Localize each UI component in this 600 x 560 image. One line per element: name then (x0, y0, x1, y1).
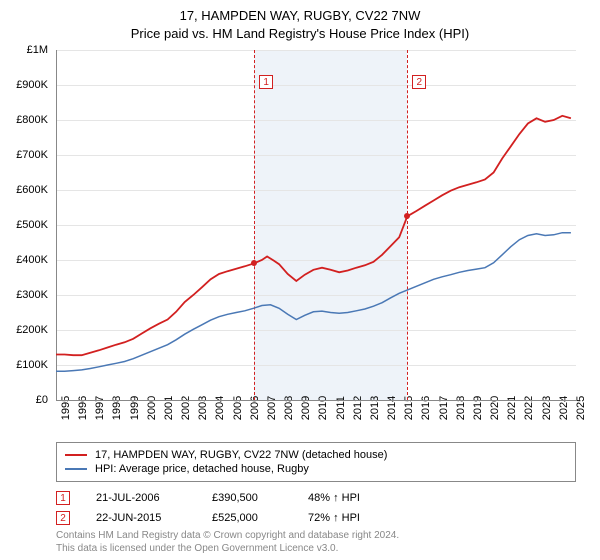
sale-date: 22-JUN-2015 (96, 512, 186, 524)
y-tick-label: £600K (0, 184, 48, 196)
sale-marker: 1 (56, 491, 70, 505)
sale-delta: 48% ↑ HPI (308, 492, 398, 504)
y-tick-label: £900K (0, 79, 48, 91)
y-tick-label: £1M (0, 44, 48, 56)
y-tick-label: £400K (0, 254, 48, 266)
series-line (56, 116, 571, 355)
y-tick-label: £300K (0, 289, 48, 301)
y-tick-label: £100K (0, 359, 48, 371)
x-axis (56, 400, 576, 401)
y-tick-label: £500K (0, 219, 48, 231)
legend-item: HPI: Average price, detached house, Rugb… (65, 462, 567, 476)
legend-label: 17, HAMPDEN WAY, RUGBY, CV22 7NW (detach… (95, 449, 387, 461)
legend-label: HPI: Average price, detached house, Rugb… (95, 463, 309, 475)
chart-title-address: 17, HAMPDEN WAY, RUGBY, CV22 7NW (0, 8, 600, 23)
attribution-line: Contains HM Land Registry data © Crown c… (56, 530, 399, 541)
y-tick-label: £200K (0, 324, 48, 336)
legend-swatch (65, 468, 87, 470)
sale-dot (404, 213, 410, 219)
plot-area: £0£100K£200K£300K£400K£500K£600K£700K£80… (56, 50, 576, 400)
sale-row: 2 22-JUN-2015 £525,000 72% ↑ HPI (56, 508, 576, 528)
sale-marker: 2 (56, 511, 70, 525)
y-tick-label: £700K (0, 149, 48, 161)
sale-dot (251, 260, 257, 266)
sale-price: £525,000 (212, 512, 282, 524)
sale-delta: 72% ↑ HPI (308, 512, 398, 524)
y-tick-label: £0 (0, 394, 48, 406)
series-layer (56, 50, 576, 400)
chart-container: 17, HAMPDEN WAY, RUGBY, CV22 7NW Price p… (0, 0, 600, 560)
sales-table: 1 21-JUL-2006 £390,500 48% ↑ HPI 2 22-JU… (56, 488, 576, 528)
sale-row: 1 21-JUL-2006 £390,500 48% ↑ HPI (56, 488, 576, 508)
legend-swatch (65, 454, 87, 456)
attribution: Contains HM Land Registry data © Crown c… (56, 530, 576, 555)
y-tick-label: £800K (0, 114, 48, 126)
series-line (56, 233, 571, 372)
legend: 17, HAMPDEN WAY, RUGBY, CV22 7NW (detach… (56, 442, 576, 482)
x-tick-label: 2025 (575, 396, 587, 420)
chart-title-subtitle: Price paid vs. HM Land Registry's House … (0, 26, 600, 41)
sale-price: £390,500 (212, 492, 282, 504)
sale-date: 21-JUL-2006 (96, 492, 186, 504)
attribution-line: This data is licensed under the Open Gov… (56, 543, 338, 554)
legend-item: 17, HAMPDEN WAY, RUGBY, CV22 7NW (detach… (65, 448, 567, 462)
